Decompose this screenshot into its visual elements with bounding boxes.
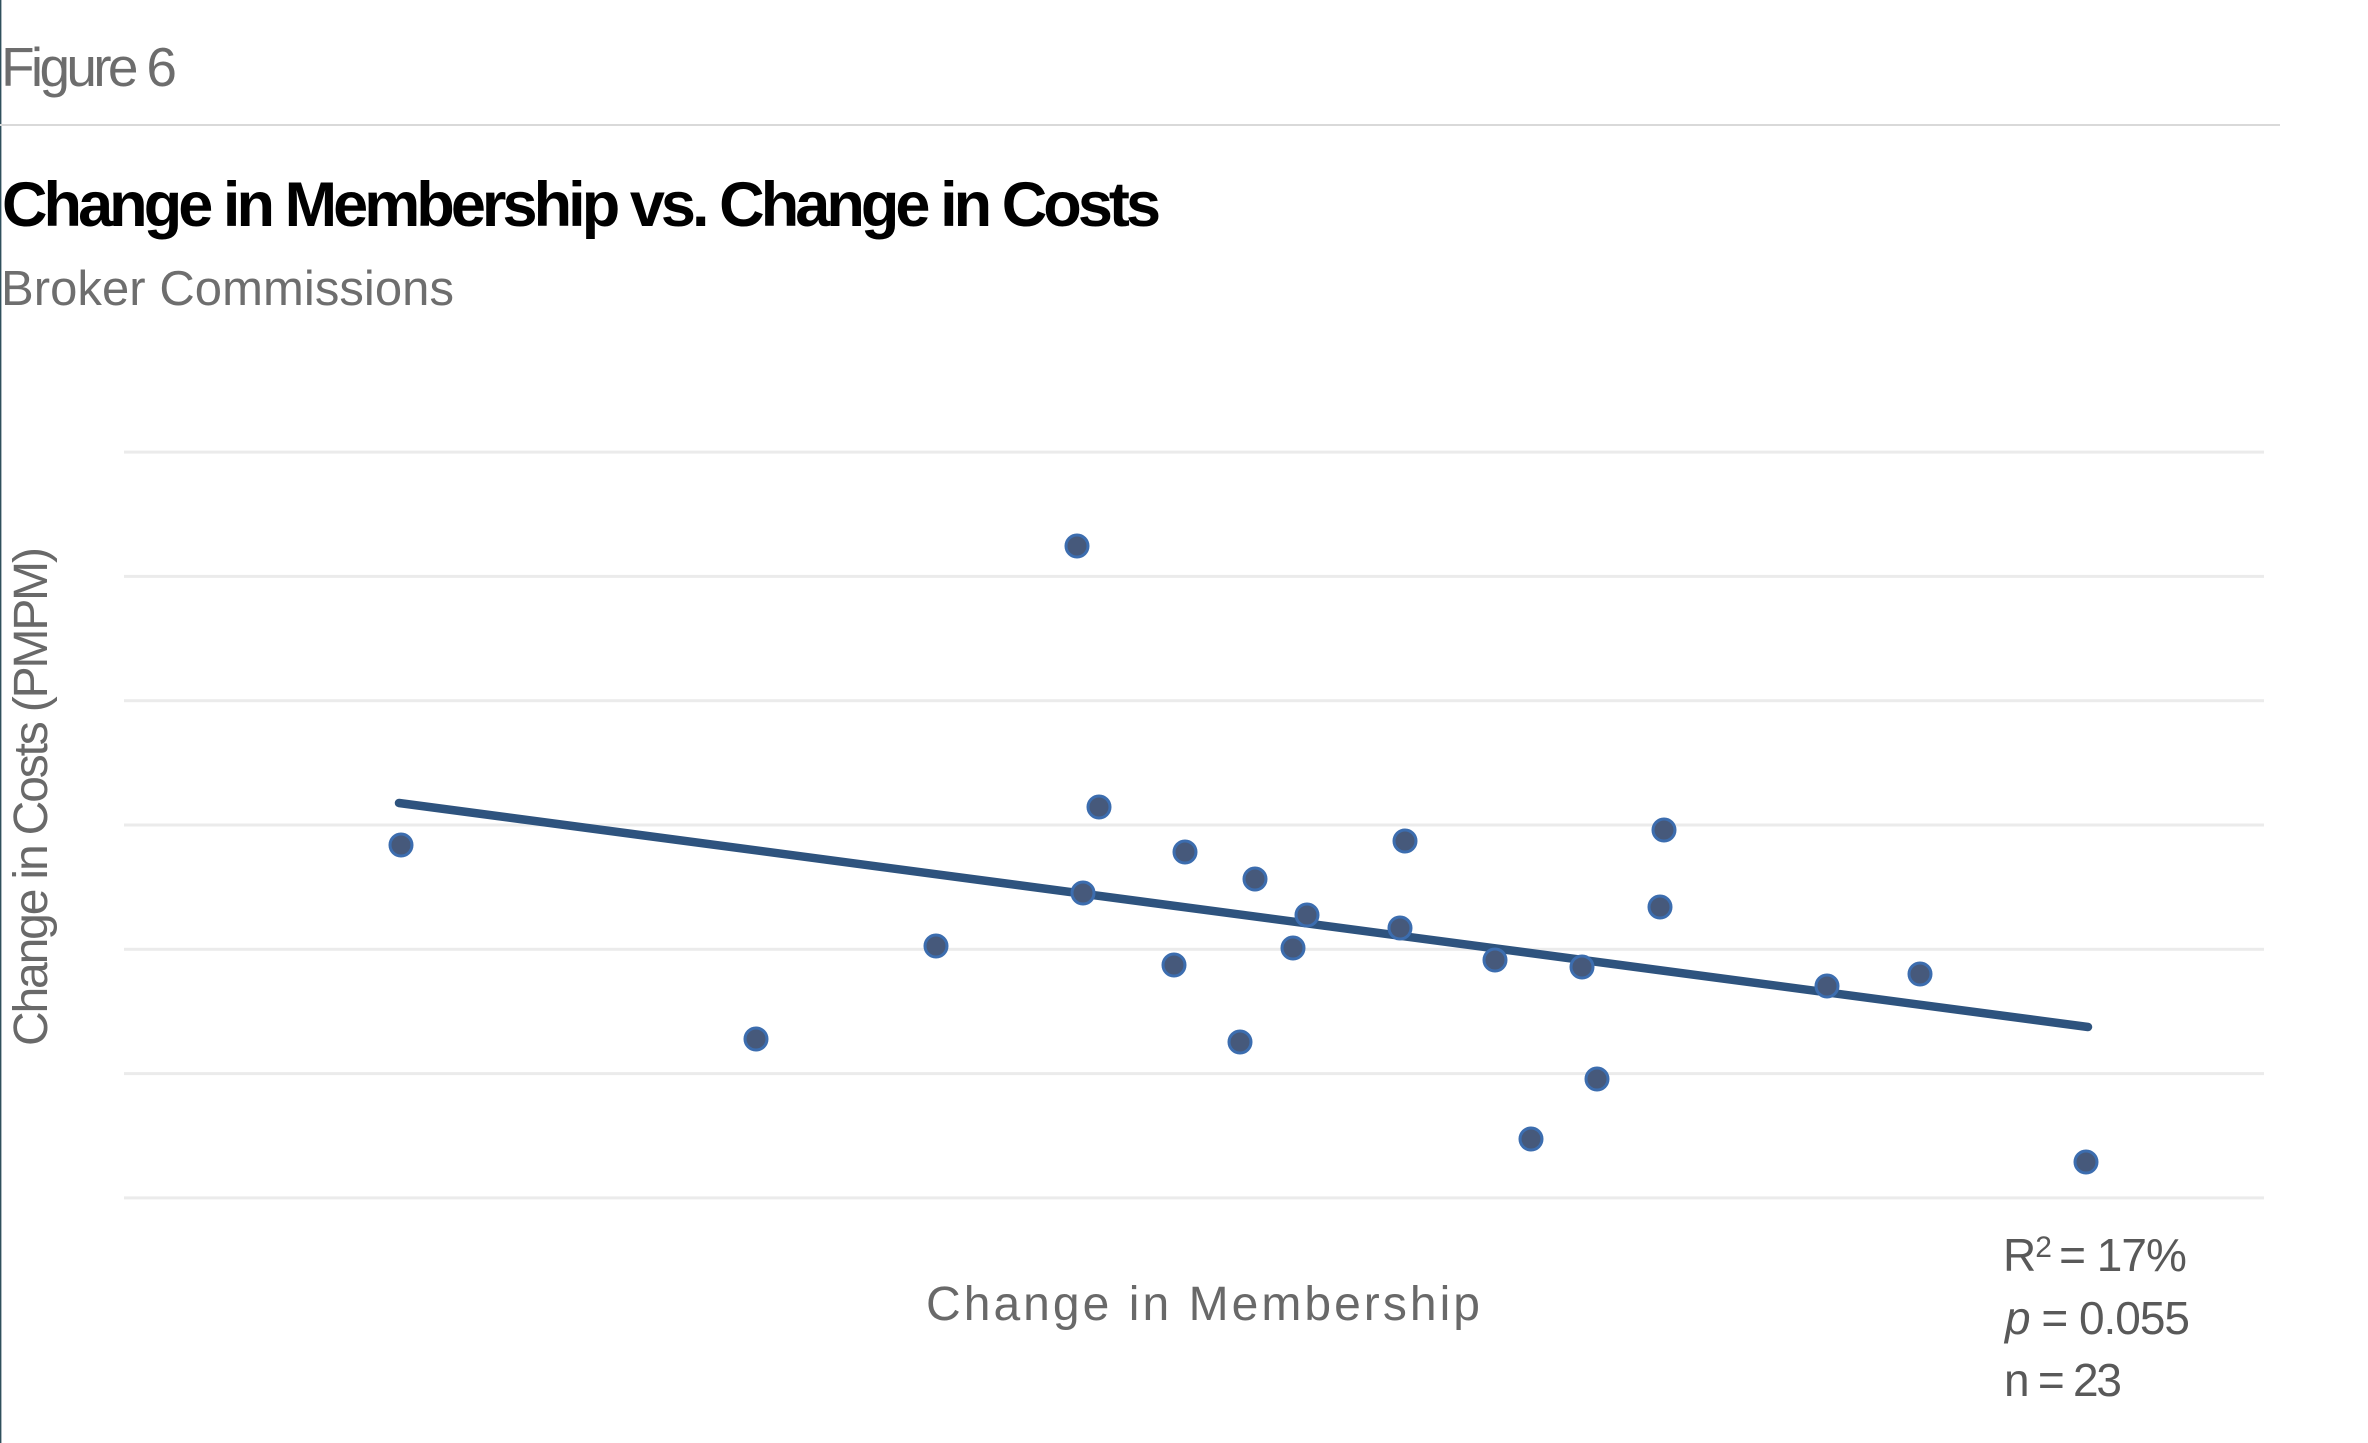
svg-text:Broker Commissions: Broker Commissions (1, 262, 454, 316)
svg-text:n = 23: n = 23 (2004, 1354, 2122, 1406)
svg-text:R2 = 17%: R2 = 17% (2003, 1229, 2186, 1281)
svg-text:Change in Membership vs. Chang: Change in Membership vs. Change in Costs (2, 170, 1161, 240)
svg-text:p = 0.055: p = 0.055 (2003, 1292, 2190, 1344)
svg-text:Change in Membership: Change in Membership (926, 1278, 1480, 1331)
svg-text:Figure 6: Figure 6 (1, 36, 177, 98)
svg-text:Change in Costs (PMPM): Change in Costs (PMPM) (5, 547, 58, 1046)
